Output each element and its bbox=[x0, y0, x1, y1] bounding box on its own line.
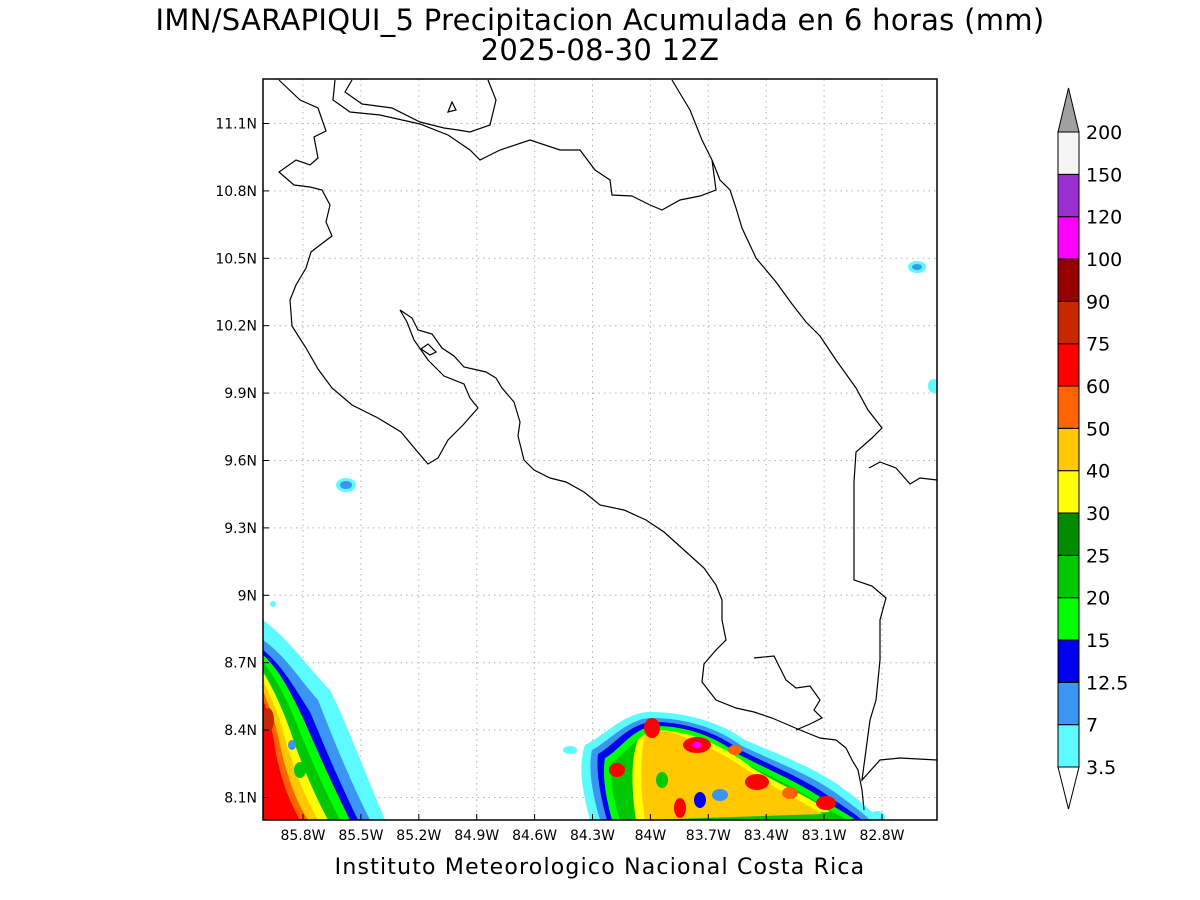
colorbar-swatch bbox=[1057, 681, 1080, 726]
colorbar-swatch bbox=[1057, 724, 1080, 768]
colorbar-label: 75 bbox=[1086, 334, 1110, 356]
y-tick-label: 10.2N bbox=[215, 319, 257, 335]
x-tick-label: 83.4W bbox=[744, 828, 789, 844]
x-axis: 85.8W 85.5W 85.2W 84.9W 84.6W 84.3W 84W 83.7W 83… bbox=[280, 814, 905, 844]
colorbar-label: 20 bbox=[1086, 588, 1110, 610]
colorbar-label: 3.5 bbox=[1086, 757, 1116, 779]
precip-cell bbox=[340, 481, 352, 489]
y-tick-label: 8.7N bbox=[224, 656, 257, 672]
colorbar-label: 200 bbox=[1086, 122, 1122, 144]
precip-cluster-southeast bbox=[563, 712, 885, 820]
precip-cell bbox=[928, 379, 937, 393]
precipitation-field bbox=[263, 261, 937, 820]
x-tick-label: 85.5W bbox=[338, 828, 383, 844]
colorbar-swatch bbox=[1057, 131, 1080, 175]
y-tick-label: 10.8N bbox=[215, 184, 257, 200]
y-tick-label: 9.6N bbox=[224, 454, 257, 470]
x-tick-label: 83.7W bbox=[686, 828, 731, 844]
gridlines bbox=[263, 79, 937, 820]
colorbar-label: 40 bbox=[1086, 461, 1110, 483]
x-tick-label: 84.6W bbox=[512, 828, 557, 844]
colorbar-label: 30 bbox=[1086, 503, 1110, 525]
x-tick-label: 84.3W bbox=[570, 828, 615, 844]
colorbar-swatch bbox=[1057, 300, 1080, 345]
colorbar-swatch bbox=[1057, 343, 1080, 387]
y-tick-label: 9N bbox=[238, 588, 257, 604]
colorbar-label: 90 bbox=[1086, 291, 1110, 313]
colorbar-swatch bbox=[1057, 173, 1080, 218]
colorbar-label: 120 bbox=[1086, 207, 1122, 229]
y-tick-label: 9.3N bbox=[224, 521, 257, 537]
x-tick-label: 84.9W bbox=[454, 828, 499, 844]
colorbar-label: 150 bbox=[1086, 164, 1122, 186]
colorbar-swatch bbox=[1057, 597, 1080, 641]
y-tick-label: 8.1N bbox=[224, 791, 257, 807]
colorbar-underflow-triangle bbox=[1057, 766, 1080, 810]
colorbar-swatch bbox=[1057, 216, 1080, 260]
colorbar-label: 7 bbox=[1086, 715, 1098, 737]
institution-credit: Instituto Meteorologico Nacional Costa R… bbox=[334, 855, 866, 880]
colorbar-swatch bbox=[1057, 470, 1080, 514]
map-title: IMN/SARAPIQUI_5 Precipitacion Acumulada … bbox=[155, 3, 1045, 37]
y-tick-label: 11.1N bbox=[215, 117, 257, 133]
x-tick-label: 85.8W bbox=[280, 828, 325, 844]
colorbar-label: 100 bbox=[1086, 249, 1122, 271]
map-date: 2025-08-30 12Z bbox=[480, 33, 720, 67]
x-tick-label: 83.1W bbox=[802, 828, 847, 844]
y-tick-label: 8.4N bbox=[224, 723, 257, 739]
colorbar-label: 60 bbox=[1086, 376, 1110, 398]
colorbar-label: 12.5 bbox=[1086, 672, 1128, 694]
coastline bbox=[278, 79, 937, 811]
precip-cell bbox=[270, 601, 276, 607]
colorbar-label: 50 bbox=[1086, 418, 1110, 440]
colorbar-label: 25 bbox=[1086, 545, 1110, 567]
colorbar-swatch bbox=[1057, 427, 1080, 472]
y-axis: 8.1N 8.4N 8.7N 9N 9.3N 9.6N 9.9N 10.2N 10.5N 10.8… bbox=[215, 117, 269, 807]
y-tick-label: 9.9N bbox=[224, 386, 257, 402]
colorbar-swatch bbox=[1057, 639, 1080, 683]
colorbar-overflow-triangle bbox=[1057, 87, 1080, 133]
x-tick-label: 82.8W bbox=[859, 828, 904, 844]
precip-cluster-southwest bbox=[263, 620, 385, 820]
x-tick-label: 84W bbox=[635, 828, 667, 844]
plot-frame bbox=[262, 78, 938, 821]
colorbar-swatch bbox=[1057, 258, 1080, 302]
colorbar-legend: 3.5 7 12.5 15 20 25 30 40 50 60 75 90 100 120 150 200 bbox=[1057, 87, 1128, 810]
x-tick-label: 85.2W bbox=[396, 828, 441, 844]
colorbar-swatch bbox=[1057, 385, 1080, 429]
colorbar-swatch bbox=[1057, 554, 1080, 599]
precip-cell bbox=[912, 264, 922, 270]
colorbar-swatch bbox=[1057, 512, 1080, 556]
colorbar-label: 15 bbox=[1086, 630, 1110, 652]
y-tick-label: 10.5N bbox=[215, 251, 257, 267]
